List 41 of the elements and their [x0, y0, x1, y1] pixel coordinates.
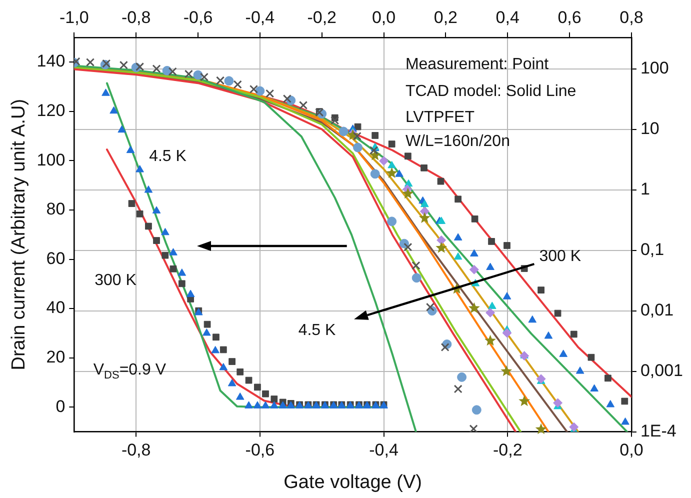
y-tick-label: 100 — [36, 150, 66, 170]
y-tick-label: 0 — [56, 396, 66, 416]
y-tick-label: 140 — [36, 52, 66, 71]
y2-tick-label: 1E-4 — [640, 421, 676, 440]
x-tick-label: -0,2 — [492, 440, 522, 460]
x2-tick-label: 0,6 — [558, 8, 582, 27]
y2-tick-label: 10 — [640, 118, 660, 138]
x2-tick-label: -1,0 — [60, 8, 89, 27]
annotation: 4.5 K — [298, 322, 336, 340]
y2-tick-label: 0,01 — [640, 300, 674, 320]
y2-tick-label: 100 — [640, 58, 669, 78]
x2-tick-label: -0,8 — [121, 8, 151, 27]
y-tick-label: 80 — [46, 200, 66, 219]
y-tick-label: 20 — [46, 348, 66, 367]
annotation: TCAD model: Solid Line — [405, 82, 576, 101]
x2-tick-label: -0,2 — [307, 8, 336, 27]
annotation: LVTPFET — [405, 108, 474, 126]
annotation: 300 K — [539, 248, 581, 266]
x-axis-title: Gate voltage (V) — [284, 472, 422, 493]
annotation: W/L=160n/20n — [405, 133, 510, 152]
x2-tick-label: 0,2 — [434, 8, 458, 27]
y2-tick-label: 0,001 — [640, 360, 684, 380]
annotation: 4.5 K — [149, 148, 186, 166]
y-tick-label: 120 — [36, 101, 66, 120]
x-tick-label: -0,6 — [245, 440, 275, 460]
annotation: Measurement: Point — [405, 56, 549, 74]
y-axis-title: Drain current (Arbitrary unit A.U) — [8, 98, 30, 370]
x2-tick-label: -0,4 — [245, 8, 275, 27]
x2-tick-label: 0,0 — [372, 8, 396, 27]
y2-tick-label: 0,1 — [640, 240, 664, 259]
y-tick-label: 40 — [46, 298, 66, 318]
x-tick-label: -0,4 — [369, 440, 398, 460]
x2-tick-label: 0,4 — [496, 8, 520, 27]
x2-tick-label: 0,8 — [620, 8, 644, 27]
annotation: V$_{DS}$=0.9 V — [93, 361, 166, 384]
x-tick-label: -0,8 — [121, 440, 151, 460]
y2-tick-label: 1 — [640, 179, 650, 198]
x2-tick-label: -0,6 — [183, 8, 213, 27]
y-tick-label: 60 — [46, 248, 66, 268]
annotation: 300 K — [94, 272, 136, 290]
x-tick-label: 0,0 — [620, 440, 644, 460]
